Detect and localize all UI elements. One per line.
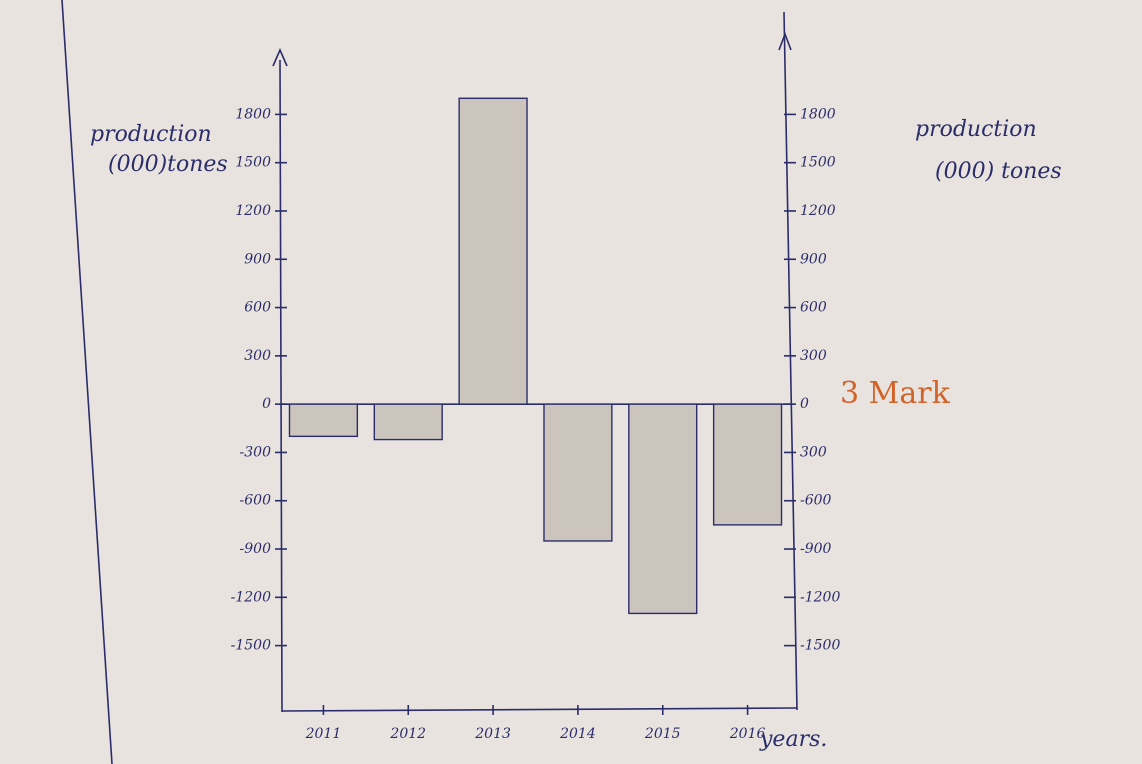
- paper: [0, 0, 1142, 764]
- y2-tick-label: -900: [800, 541, 832, 557]
- y-tick-label: 1500: [235, 155, 271, 171]
- y-tick-label: 0: [262, 396, 271, 412]
- y2-tick-label: -1500: [800, 638, 840, 654]
- y-tick-label: 600: [244, 300, 271, 316]
- y-tick-label: -600: [240, 493, 272, 509]
- y2-axis-label: production: [915, 117, 1037, 142]
- bar: [629, 404, 697, 613]
- y2-tick-label: 600: [800, 300, 827, 316]
- x-tick-label: 2016: [729, 726, 766, 742]
- y2-tick-label: -1200: [800, 589, 840, 605]
- y-tick-label: -300: [240, 444, 272, 460]
- y2-tick-label: 1800: [800, 106, 836, 122]
- bar: [459, 98, 527, 404]
- y-tick-label: -900: [240, 541, 272, 557]
- y-tick-label: -1500: [231, 638, 271, 654]
- x-tick-label: 2012: [389, 726, 426, 742]
- x-axis-label: years.: [759, 727, 827, 752]
- bar: [374, 404, 442, 439]
- x-tick-label: 2011: [305, 726, 342, 742]
- y-tick-label: 1200: [235, 203, 271, 219]
- y-axis-label: (000)tones: [108, 152, 228, 177]
- y-tick-label: 1800: [235, 106, 271, 122]
- y-tick-label: 300: [244, 348, 271, 364]
- y2-tick-label: 0: [800, 396, 809, 412]
- annotation: 3 Mark: [840, 376, 951, 411]
- y2-tick-label: -600: [800, 493, 832, 509]
- bar: [544, 404, 612, 541]
- bar: [714, 404, 782, 525]
- y2-tick-label: 900: [800, 251, 827, 267]
- chart: years. 3 Mark -1500 -1200 -900 -600 -300 0 300…: [0, 0, 1142, 764]
- x-tick-label: 2015: [644, 726, 681, 742]
- bar: [289, 404, 357, 436]
- y2-tick-label: 300: [800, 444, 827, 460]
- y2-tick-label: 1500: [800, 155, 836, 171]
- y2-tick-label: 300: [800, 348, 827, 364]
- y-tick-label: 900: [244, 251, 271, 267]
- y2-tick-label: 1200: [800, 203, 836, 219]
- x-tick-label: 2013: [474, 726, 511, 742]
- y-tick-label: -1200: [231, 589, 271, 605]
- y2-axis-label: (000) tones: [935, 159, 1062, 184]
- y-axis-label: production: [90, 122, 212, 147]
- x-tick-label: 2014: [559, 726, 596, 742]
